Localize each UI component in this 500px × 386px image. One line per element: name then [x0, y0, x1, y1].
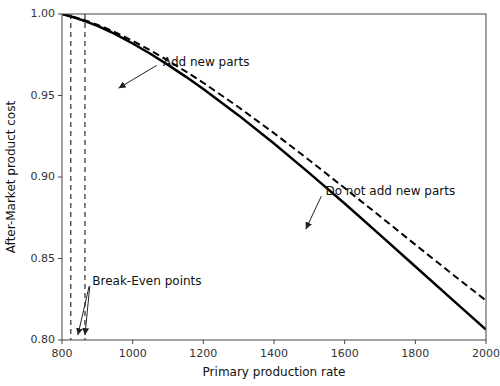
x-axis-label: Primary production rate [203, 365, 346, 379]
x-tick-label: 1400 [260, 347, 288, 360]
y-tick [58, 95, 62, 96]
y-tick [58, 340, 62, 341]
series-line [62, 14, 486, 301]
x-tick-label: 1800 [401, 347, 429, 360]
y-tick [58, 258, 62, 259]
y-tick-label: 0.90 [31, 170, 56, 183]
y-tick [58, 177, 62, 178]
annotation-arrow [119, 65, 157, 88]
annotation-arrow [85, 286, 90, 335]
x-tick-label: 2000 [472, 347, 500, 360]
plot-frame [62, 14, 486, 340]
x-tick [274, 340, 275, 344]
annotation-text: Break-Even points [92, 274, 201, 288]
y-tick-label: 0.80 [31, 333, 56, 346]
y-tick-label: 0.85 [31, 252, 56, 265]
annotation-arrow [306, 196, 322, 229]
y-tick [58, 14, 62, 15]
y-tick-label: 1.00 [31, 7, 56, 20]
axes: 800 1000 1200 1400 1600 1800 2000 0.80 0.85 0.90 0… [31, 7, 500, 360]
plot-area [62, 14, 486, 340]
x-tick [344, 340, 345, 344]
annotation-text: Add new parts [163, 55, 250, 69]
break-even-line [84, 14, 85, 340]
annotation-text: Do not add new parts [325, 184, 455, 198]
annotation-arrow [78, 286, 89, 335]
x-tick [203, 340, 204, 344]
y-tick-label: 0.95 [31, 89, 56, 102]
y-axis-label: After-Market product cost [4, 101, 18, 254]
series-line [62, 14, 486, 330]
x-tick [62, 340, 63, 344]
break-even-line [70, 14, 71, 340]
x-tick-label: 1200 [189, 347, 217, 360]
x-tick [132, 340, 133, 344]
chart: 800 1000 1200 1400 1600 1800 2000 0.80 0.85 0.90 0… [0, 0, 500, 386]
x-tick-label: 800 [52, 347, 73, 360]
x-tick [415, 340, 416, 344]
annotations: Add new parts Do not add new parts Break-E… [78, 55, 455, 335]
x-tick [486, 340, 487, 344]
background [0, 0, 500, 386]
x-tick-label: 1600 [331, 347, 359, 360]
x-tick-label: 1000 [119, 347, 147, 360]
